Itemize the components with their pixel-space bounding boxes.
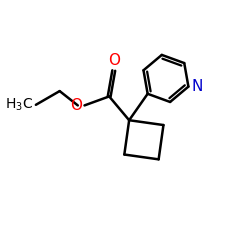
Text: O: O [70,98,83,113]
Text: H$_3$C: H$_3$C [6,96,34,113]
Text: N: N [191,79,203,94]
Text: O: O [108,53,120,68]
